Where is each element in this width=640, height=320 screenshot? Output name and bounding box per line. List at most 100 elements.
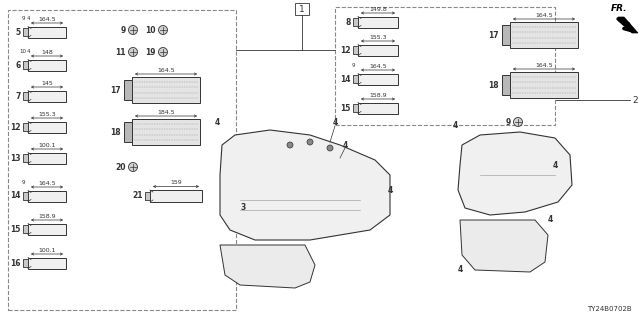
Text: 4: 4: [332, 117, 338, 126]
Text: 159: 159: [170, 180, 182, 185]
Text: 4: 4: [26, 15, 29, 20]
Text: 6: 6: [16, 60, 21, 69]
Bar: [8, 10, 236, 310]
Text: 9: 9: [21, 180, 25, 185]
Text: 184.5: 184.5: [157, 109, 175, 115]
Bar: [353, 104, 358, 112]
Text: 158.9: 158.9: [38, 213, 56, 219]
Bar: [23, 154, 28, 162]
Bar: [28, 122, 66, 132]
Text: 4: 4: [387, 186, 392, 195]
Bar: [502, 25, 510, 45]
Text: 4: 4: [26, 49, 29, 53]
Text: 12: 12: [340, 45, 351, 54]
Bar: [353, 75, 358, 83]
Text: 17: 17: [110, 85, 121, 94]
Text: 1: 1: [299, 4, 305, 13]
Bar: [28, 153, 66, 164]
Polygon shape: [618, 17, 638, 33]
Text: 4: 4: [342, 140, 348, 149]
Bar: [295, 3, 309, 15]
Text: 9: 9: [121, 26, 126, 35]
Text: 145: 145: [41, 81, 53, 85]
Circle shape: [129, 26, 138, 35]
Polygon shape: [220, 245, 315, 288]
Bar: [28, 60, 66, 70]
Text: 17: 17: [488, 30, 499, 39]
Bar: [358, 102, 398, 114]
Text: 15: 15: [11, 225, 21, 234]
Circle shape: [307, 139, 313, 145]
Bar: [28, 223, 66, 235]
Polygon shape: [460, 220, 548, 272]
Text: 15: 15: [340, 103, 351, 113]
Bar: [23, 225, 28, 233]
Bar: [23, 61, 28, 69]
Text: 16: 16: [10, 259, 21, 268]
Text: 4: 4: [547, 215, 552, 225]
Bar: [145, 192, 150, 200]
Text: 12: 12: [10, 123, 21, 132]
Polygon shape: [220, 130, 390, 240]
Bar: [28, 190, 66, 202]
Bar: [28, 258, 66, 268]
Text: FR.: FR.: [611, 4, 627, 13]
Circle shape: [159, 47, 168, 57]
Text: 148: 148: [41, 50, 53, 54]
Circle shape: [287, 142, 293, 148]
Text: 9: 9: [21, 15, 25, 20]
Text: 155.3: 155.3: [38, 111, 56, 116]
Bar: [510, 72, 578, 98]
Bar: [358, 44, 398, 55]
Text: 164.5: 164.5: [38, 180, 56, 186]
Circle shape: [129, 163, 138, 172]
Circle shape: [327, 145, 333, 151]
Text: 100.1: 100.1: [38, 247, 56, 252]
Bar: [28, 91, 66, 101]
Bar: [353, 18, 358, 26]
Text: 11: 11: [115, 47, 126, 57]
Bar: [23, 92, 28, 100]
Text: 164.5: 164.5: [535, 12, 553, 18]
Text: 2: 2: [632, 95, 637, 105]
Text: 4: 4: [458, 266, 463, 275]
Text: 18: 18: [488, 81, 499, 90]
Text: 155.3: 155.3: [369, 35, 387, 39]
Text: 19: 19: [145, 47, 156, 57]
Bar: [353, 46, 358, 54]
Text: 4: 4: [214, 117, 220, 126]
Bar: [23, 259, 28, 267]
Bar: [132, 119, 200, 145]
Text: 18: 18: [110, 127, 121, 137]
Bar: [358, 17, 398, 28]
Bar: [23, 192, 28, 200]
Text: 100.1: 100.1: [38, 142, 56, 148]
Bar: [28, 27, 66, 37]
Bar: [335, 7, 555, 125]
Text: 164.5: 164.5: [157, 68, 175, 73]
Text: 13: 13: [10, 154, 21, 163]
Text: 164.5: 164.5: [369, 63, 387, 68]
Text: 7: 7: [15, 92, 21, 100]
Bar: [23, 123, 28, 131]
Text: 9: 9: [506, 117, 511, 126]
Bar: [132, 77, 200, 103]
Bar: [124, 122, 132, 142]
Text: 158.9: 158.9: [369, 92, 387, 98]
Text: 149.8: 149.8: [369, 6, 387, 12]
Text: 164.5: 164.5: [535, 62, 553, 68]
Text: 9: 9: [351, 62, 355, 68]
Circle shape: [129, 47, 138, 57]
Text: 4: 4: [452, 121, 458, 130]
Polygon shape: [458, 132, 572, 215]
Bar: [510, 22, 578, 48]
Text: 8: 8: [346, 18, 351, 27]
Bar: [124, 80, 132, 100]
Bar: [23, 28, 28, 36]
Text: 5: 5: [16, 28, 21, 36]
Bar: [358, 74, 398, 84]
Text: 20: 20: [115, 163, 126, 172]
Circle shape: [513, 117, 522, 126]
Text: 3: 3: [241, 203, 246, 212]
Text: 10: 10: [19, 49, 26, 53]
